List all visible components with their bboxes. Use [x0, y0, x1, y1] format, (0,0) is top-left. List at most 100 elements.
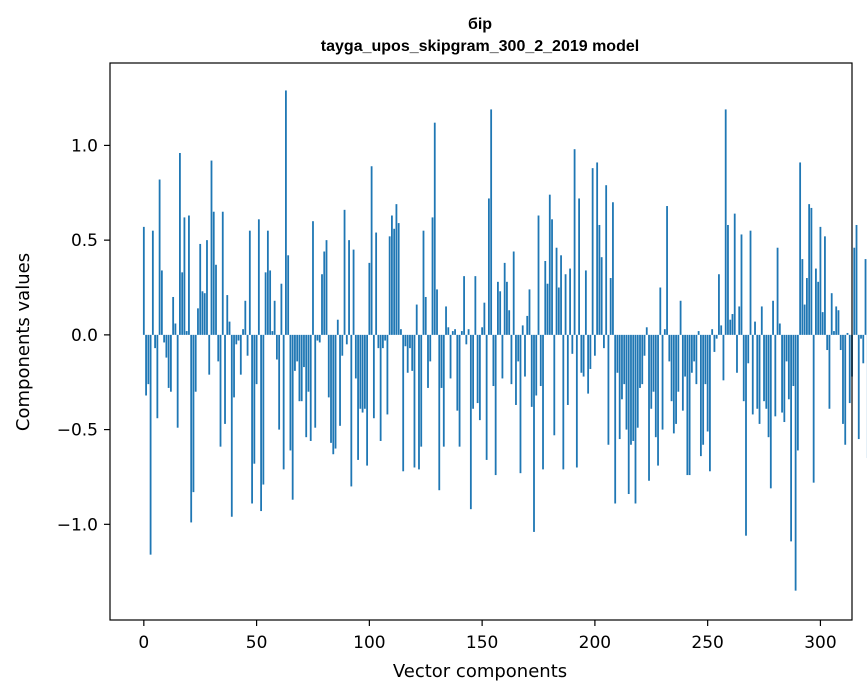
bar — [149, 334, 152, 555]
bar — [181, 272, 184, 335]
bar — [492, 334, 495, 387]
bar — [506, 281, 508, 335]
bar — [323, 251, 326, 335]
bar — [557, 287, 560, 335]
bar — [246, 334, 249, 356]
x-axis-label: Vector components — [393, 661, 567, 682]
y-tick-label: 0.0 — [71, 326, 98, 346]
bar — [307, 334, 310, 392]
y-axis: 1.0 0.5 0.0 −0.5 −1.0 — [57, 136, 110, 535]
y-axis-label: Components values — [13, 253, 34, 431]
bar — [339, 334, 341, 426]
bar — [686, 334, 689, 476]
bar — [812, 334, 815, 483]
bar — [325, 240, 328, 335]
bar — [519, 334, 522, 474]
bar — [294, 334, 296, 371]
bar — [418, 334, 420, 470]
bar — [377, 334, 380, 349]
bar — [275, 334, 278, 360]
bar — [593, 334, 596, 356]
bar — [524, 334, 526, 377]
bar — [230, 334, 233, 517]
bar — [248, 230, 251, 335]
bar-series — [142, 90, 867, 591]
bar — [711, 329, 714, 335]
bar — [648, 334, 650, 481]
bar — [424, 296, 427, 335]
bar — [596, 162, 599, 335]
bar — [564, 274, 567, 335]
bar — [826, 334, 829, 351]
bar — [722, 334, 725, 381]
bar — [472, 334, 474, 409]
bar — [801, 259, 804, 335]
y-tick-label: −1.0 — [57, 515, 98, 535]
bar — [422, 230, 425, 335]
bar — [226, 295, 229, 335]
bar — [165, 334, 168, 358]
bar — [397, 223, 400, 335]
bar — [803, 304, 806, 335]
x-tick-label: 300 — [804, 633, 836, 653]
bar — [300, 334, 303, 402]
bar — [221, 211, 224, 335]
bar — [185, 331, 188, 335]
bar — [255, 334, 258, 385]
bar — [778, 323, 781, 335]
bar — [501, 334, 504, 379]
bar — [391, 215, 393, 335]
bar — [781, 334, 783, 413]
bar — [702, 334, 705, 445]
bar — [366, 334, 368, 466]
plot-frame — [109, 62, 853, 621]
bar — [354, 334, 357, 379]
bar — [436, 289, 438, 335]
bar — [584, 270, 587, 335]
bar — [386, 334, 389, 415]
bar — [271, 331, 274, 335]
bar — [413, 334, 416, 468]
bar — [718, 274, 720, 335]
bar — [864, 259, 867, 335]
bar — [242, 329, 244, 335]
bar — [361, 334, 364, 413]
x-tick-label: 150 — [466, 633, 498, 653]
bar — [147, 334, 150, 385]
bar — [415, 304, 418, 335]
bar — [348, 240, 350, 335]
bar — [551, 219, 553, 335]
bar — [684, 334, 686, 377]
bar — [805, 278, 808, 335]
bar — [420, 334, 423, 447]
bar — [512, 251, 515, 335]
bar — [334, 334, 337, 449]
bar — [625, 334, 628, 430]
bar — [670, 334, 673, 402]
bar — [690, 334, 693, 373]
bar — [693, 334, 696, 362]
bar — [169, 334, 172, 392]
bar — [666, 206, 668, 335]
x-tick-label: 0 — [138, 633, 149, 653]
bar — [650, 334, 653, 409]
bar — [636, 334, 639, 428]
bar — [720, 325, 723, 335]
bar — [819, 226, 822, 335]
bar — [533, 334, 535, 532]
bar — [835, 306, 838, 335]
bar — [796, 334, 799, 451]
bar — [449, 334, 452, 379]
bar — [654, 334, 657, 438]
bar — [375, 232, 378, 335]
bar — [767, 334, 770, 438]
bar — [745, 334, 747, 536]
bar — [657, 334, 659, 466]
bar — [848, 334, 851, 404]
bar — [794, 334, 797, 591]
bar — [312, 221, 314, 335]
bar — [772, 300, 774, 335]
bar — [862, 334, 865, 364]
bar — [528, 289, 531, 335]
